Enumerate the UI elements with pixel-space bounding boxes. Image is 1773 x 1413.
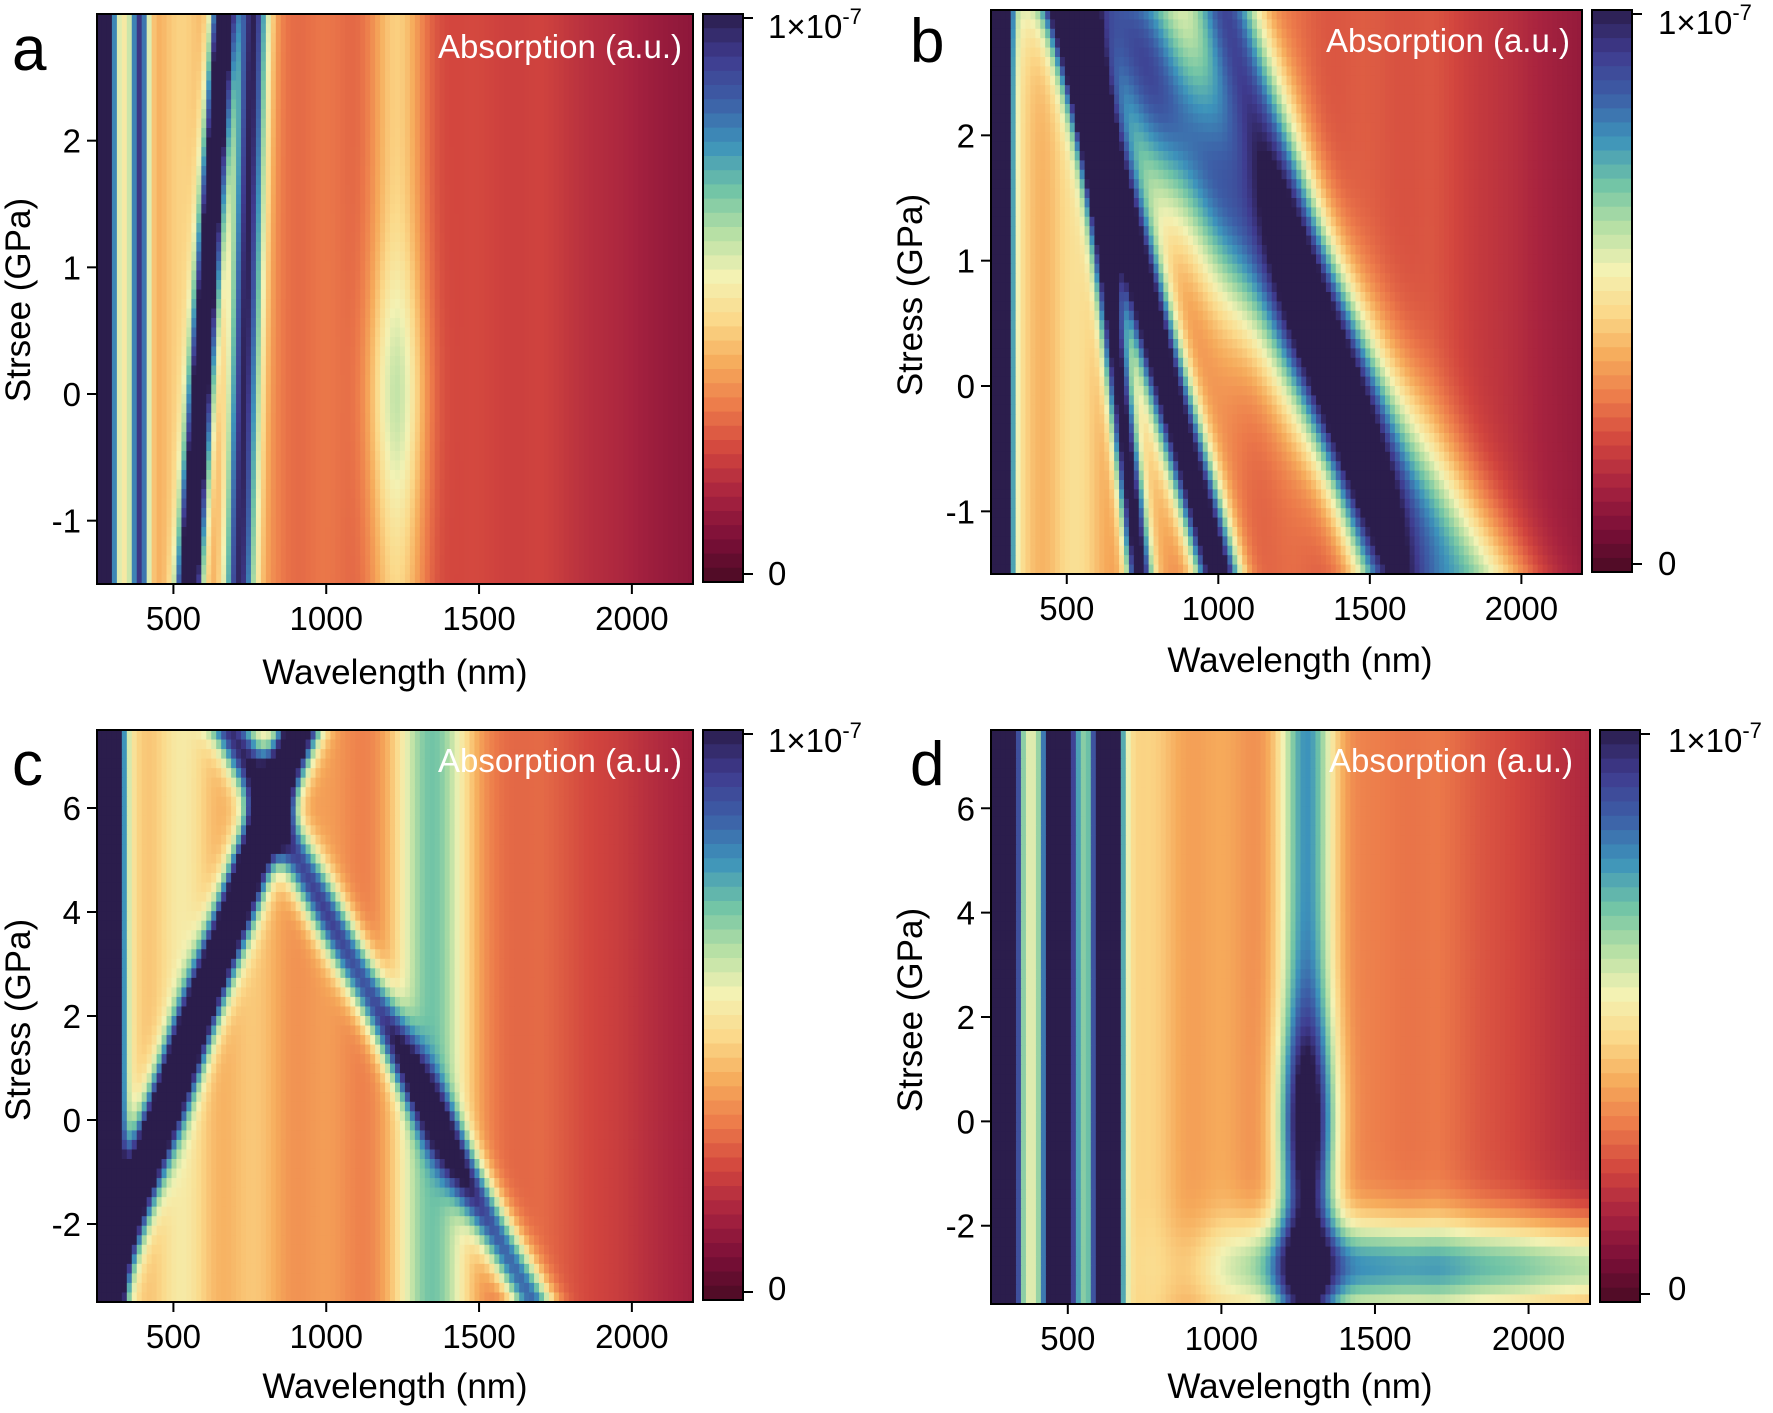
panel-a-xtick-label: 1000 [290,600,363,637]
panel-d-xtick-label: 1500 [1338,1320,1411,1357]
panel-d-cbar-min: 0 [1668,1270,1686,1307]
panel-c-ytick-label: 0 [63,1102,81,1139]
panel-d-ytick-label: 0 [957,1103,975,1140]
panel-b-cbar-max-base: 1×10 [1658,4,1732,41]
panel-d-legend-label: Absorption (a.u.) [1329,742,1573,779]
panel-b-ytick-label: 2 [957,117,975,154]
panel-a-letter: a [12,15,47,84]
panel-d-cbar-max-base: 1×10 [1668,722,1742,759]
panel-c-colorbar [703,730,753,1301]
panel-c-heatmap [97,730,694,1303]
panel-d-heatmap [991,730,1591,1305]
panel-a-cbar-min: 0 [768,555,786,592]
panel-d-xtick-label: 2000 [1492,1320,1565,1357]
panel-a-cbar-max-base: 1×10 [768,8,842,45]
panel-d-colorbar [1600,730,1650,1303]
panel-b-cbar-max-exp: -7 [1732,0,1752,25]
panel-a-ytick-label: 0 [63,376,81,413]
panel-d-cbar-max-exp: -7 [1742,718,1762,743]
panel-c-ytick-label: -2 [52,1206,81,1243]
panel-a-xtick-label: 1500 [442,600,515,637]
panel-c-ytick-label: 4 [63,894,81,931]
panel-b-xtick-label: 1500 [1333,590,1406,627]
panel-a-xtick-label: 2000 [595,600,668,637]
figure: 500100015002000-1012aStrsee (GPa)Wavelen… [0,0,1773,1408]
panel-c-ytick-label: 6 [63,790,81,827]
panel-b-cbar-min: 0 [1658,545,1676,582]
panel-c-xtick-label: 2000 [595,1318,668,1355]
panel-c-cbar-max-base: 1×10 [768,722,842,759]
panel-b-colorbar [1592,10,1642,573]
figure-canvas: 500100015002000-1012aStrsee (GPa)Wavelen… [0,0,1773,1408]
panel-a-xlabel: Wavelength (nm) [262,653,527,692]
panel-a-legend-label: Absorption (a.u.) [438,28,682,65]
panel-d-cbar-max: 1×10-7 [1668,718,1762,759]
panel-b-xtick-label: 2000 [1485,590,1558,627]
panel-c-xtick-label: 1000 [290,1318,363,1355]
panel-a-colorbar [703,14,753,583]
panel-b-ytick-label: 0 [957,368,975,405]
panel-b-heatmap [991,10,1583,575]
panel-a-cbar-max: 1×10-7 [768,4,862,45]
panel-a-ytick-label: -1 [52,503,81,540]
panel-c-cbar-max: 1×10-7 [768,718,862,759]
panel-a-xtick-label: 500 [146,600,201,637]
panel-d-xlabel: Wavelength (nm) [1167,1367,1432,1406]
panel-c-cbar-max-exp: -7 [842,718,862,743]
panel-c-xtick-label: 500 [146,1318,201,1355]
panel-d-ytick-label: 6 [957,790,975,827]
panel-b-ylabel: Stress (GPa) [891,194,930,396]
panel-b-xtick-label: 500 [1039,590,1094,627]
panel-c: 500 1000 1500 2000 -2 0 2 4 6c Stress (GPa) Wavele… [0,718,862,1406]
panel-c-legend-label: Absorption (a.u.) [438,742,682,779]
panel-c-ylabel: Stress (GPa) [0,919,38,1121]
panel-a-ytick-label: 2 [63,123,81,160]
panel-c-ytick-label: 2 [63,998,81,1035]
panel-c-cbar-min: 0 [768,1270,786,1307]
panel-b-letter: b [910,7,944,76]
panel-a-heatmap [97,14,694,585]
panel-c-letter: c [12,730,43,799]
panel-d-ylabel: Strsee (GPa) [891,908,930,1112]
panel-c-xtick-label: 1500 [442,1318,515,1355]
panel-b-cbar-max: 1×10-7 [1658,0,1752,41]
panel-d-letter: d [910,730,944,799]
panel-d-ytick-label: 4 [957,895,975,932]
panel-a: 500 1000 1500 2000 -1 0 1 2 a Strsee (GPa) Wavelen… [0,4,862,692]
panel-d: 500 1000 1500 2000 -2 0 2 4 6d Strsee (GPa) Wavele… [891,718,1762,1406]
panel-d-ytick-label: -2 [946,1208,975,1245]
panel-a-cbar-max-exp: -7 [842,4,862,29]
panel-d-xtick-label: 500 [1040,1320,1095,1357]
panel-b: 500 1000 1500 2000 -1 0 1 2 b Stress (GPa) Wavelen… [891,0,1752,680]
panel-a-ytick-label: 1 [63,249,81,286]
panel-d-ytick-label: 2 [957,999,975,1036]
panel-b-legend-label: Absorption (a.u.) [1326,22,1570,59]
panel-c-xlabel: Wavelength (nm) [262,1367,527,1406]
panel-b-xtick-label: 1000 [1182,590,1255,627]
panel-d-xtick-label: 1000 [1185,1320,1258,1357]
panel-b-ytick-label: -1 [946,493,975,530]
panel-a-ylabel: Strsee (GPa) [0,198,38,402]
panel-b-ytick-label: 1 [957,243,975,280]
panel-b-xlabel: Wavelength (nm) [1167,641,1432,680]
